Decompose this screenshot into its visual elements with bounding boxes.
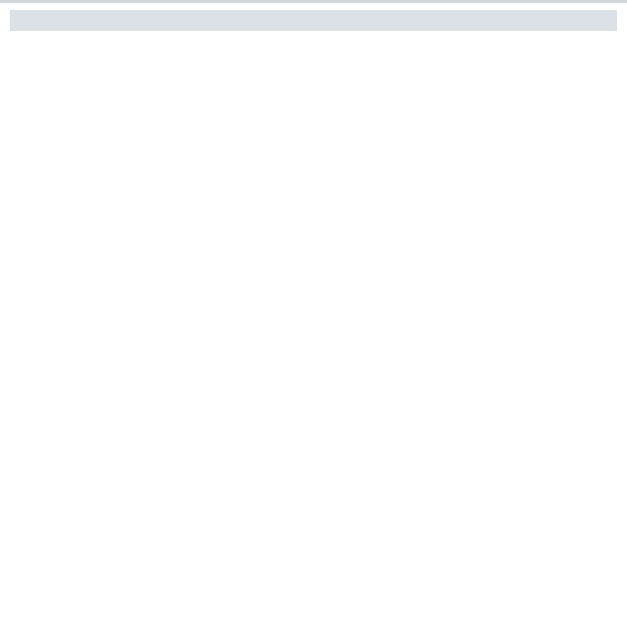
chart-canvas [0, 30, 627, 432]
page-header [10, 10, 617, 31]
top-border-strip [0, 0, 627, 3]
pump-curves-chart [0, 30, 627, 432]
